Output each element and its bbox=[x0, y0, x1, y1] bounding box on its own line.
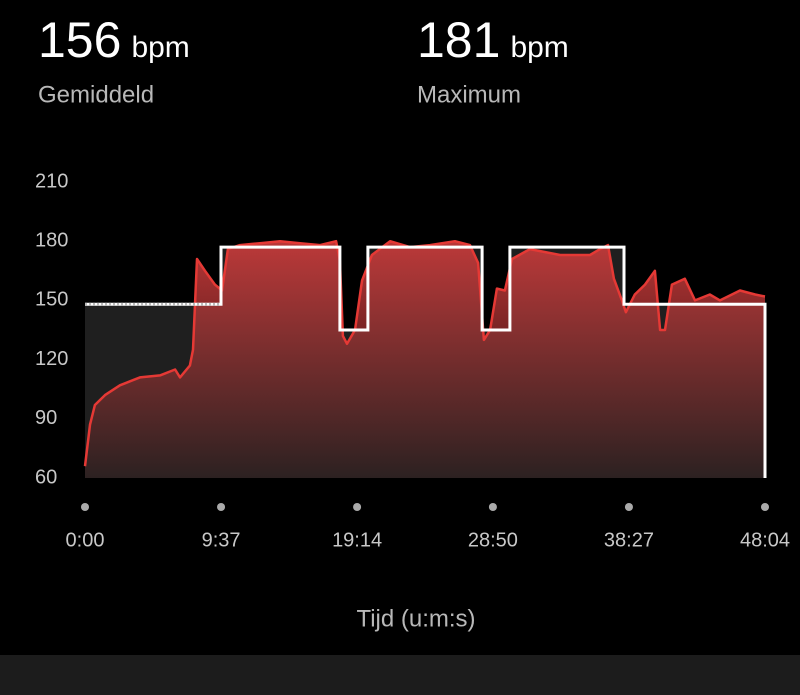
x-axis-title: Tijd (u:m:s) bbox=[356, 605, 475, 632]
y-tick-label: 210 bbox=[35, 170, 68, 192]
stat-value: 181 bbox=[417, 12, 500, 68]
target-line bbox=[85, 245, 767, 478]
stat-unit: bpm bbox=[131, 31, 189, 64]
hr-area bbox=[85, 241, 765, 478]
x-tick-label: 38:27 bbox=[604, 529, 654, 551]
stat-label: Gemiddeld bbox=[38, 81, 154, 108]
bottom-bar bbox=[0, 655, 800, 695]
y-tick-label: 150 bbox=[35, 289, 68, 311]
x-tick-label: 28:50 bbox=[468, 529, 518, 551]
x-tick-label: 48:04 bbox=[740, 529, 790, 551]
x-tick-dot bbox=[624, 503, 633, 511]
x-tick-dot bbox=[761, 503, 769, 511]
y-tick-label: 180 bbox=[35, 229, 68, 251]
y-tick-label: 60 bbox=[35, 466, 57, 488]
stat-label: Maximum bbox=[417, 81, 521, 108]
stat-unit: bpm bbox=[510, 31, 568, 64]
x-tick-label: 0:00 bbox=[66, 529, 105, 551]
x-tick-dot bbox=[217, 503, 226, 511]
y-tick-label: 90 bbox=[35, 407, 57, 429]
x-tick-label: 19:14 bbox=[332, 529, 382, 551]
x-tick-dot bbox=[81, 503, 89, 511]
stat-value: 156 bbox=[38, 12, 121, 68]
x-tick-dot bbox=[488, 503, 497, 511]
x-tick-dot bbox=[353, 503, 362, 511]
y-tick-label: 120 bbox=[35, 348, 68, 370]
x-tick-label: 9:37 bbox=[202, 529, 241, 551]
plot: 60 90 120 150 180 210 0:00 9:37 19:14 28:50 38:27 4… bbox=[35, 170, 790, 551]
